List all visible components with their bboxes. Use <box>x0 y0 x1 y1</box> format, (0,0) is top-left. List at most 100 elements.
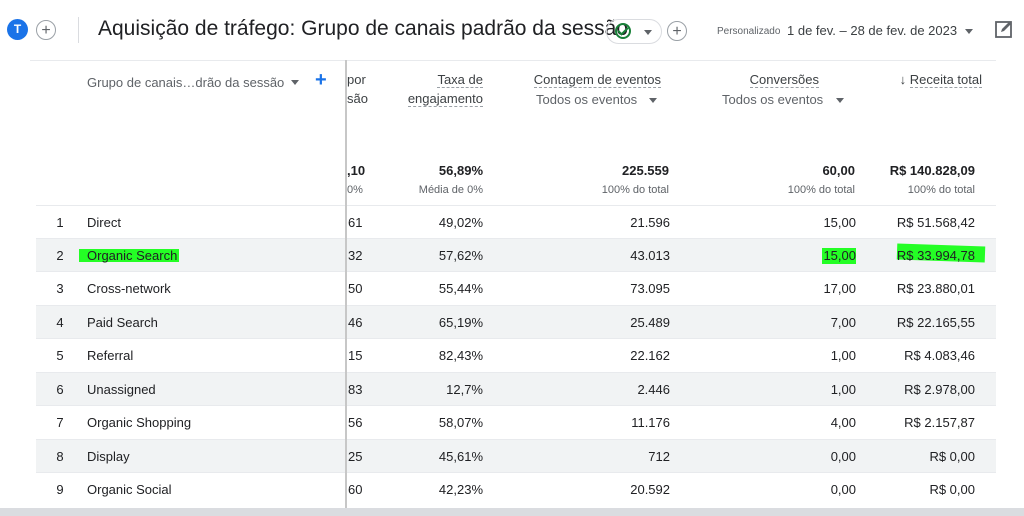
partial-value: 15 <box>348 348 363 363</box>
conversions: 7,00 <box>830 315 856 330</box>
partial-value: 25 <box>348 449 363 464</box>
total-revenue: R$ 51.568,42 <box>896 215 975 230</box>
row-number: 2 <box>56 248 64 263</box>
partial-column-header-line1: por <box>347 72 366 87</box>
event-count: 43.013 <box>630 248 670 263</box>
total-revenue: R$ 2.157,87 <box>904 415 975 430</box>
partial-value: 83 <box>348 382 363 397</box>
horizontal-scrollbar[interactable] <box>0 508 1024 516</box>
total-revenue: R$ 23.880,01 <box>896 281 975 296</box>
channel-name[interactable]: Direct <box>87 215 121 230</box>
report-header: T + Aquisição de tráfego: Grupo de canai… <box>0 0 1024 60</box>
engagement-rate: 82,43% <box>438 348 483 363</box>
event-count: 712 <box>648 449 670 464</box>
total-engagement-sub: Média de 0% <box>418 184 483 196</box>
event-count: 20.592 <box>630 482 670 497</box>
total-engagement: 56,89% <box>438 163 483 178</box>
highlight-mark <box>79 249 179 262</box>
engagement-rate: 58,07% <box>438 415 483 430</box>
engagement-rate: 55,44% <box>438 281 483 296</box>
table-row[interactable]: 5 Referral 15 82,43% 22.162 1,00 R$ 4.08… <box>36 338 996 371</box>
event-count: 21.596 <box>630 215 670 230</box>
channel-name[interactable]: Organic Shopping <box>87 415 192 430</box>
total-events: 225.559 <box>622 163 669 178</box>
conversions: 0,00 <box>830 482 856 497</box>
channel-name[interactable]: Cross-network <box>87 281 171 296</box>
total-conversions: 60,00 <box>822 163 855 178</box>
conversions: 0,00 <box>830 449 856 464</box>
add-filter-button[interactable]: + <box>667 21 687 41</box>
row-number: 3 <box>56 281 64 296</box>
date-range-picker[interactable]: 1 de fev. – 28 de fev. de 2023 <box>787 23 958 38</box>
divider <box>78 17 79 43</box>
partial-value: 61 <box>348 215 363 230</box>
engagement-rate: 57,62% <box>438 248 483 263</box>
row-number: 4 <box>56 315 64 330</box>
engagement-rate: 49,02% <box>438 215 483 230</box>
row-number: 9 <box>56 482 64 497</box>
row-number: 6 <box>56 382 64 397</box>
engagement-header-line1[interactable]: Taxa de <box>437 72 483 88</box>
conversions: 1,00 <box>830 348 856 363</box>
event-count: 25.489 <box>630 315 670 330</box>
row-number: 5 <box>56 348 64 363</box>
channel-name[interactable]: Organic Search <box>87 248 178 263</box>
conversions-filter-chevron-icon[interactable] <box>836 98 844 103</box>
events-header[interactable]: Contagem de eventos <box>533 72 661 88</box>
conversions: 15,00 <box>823 215 856 230</box>
conversions-filter[interactable]: Todos os eventos <box>722 92 824 107</box>
total-partial-sub: 0% <box>347 184 363 196</box>
date-chevron-down-icon[interactable] <box>965 29 973 34</box>
page-title: Aquisição de tráfego: Grupo de canais pa… <box>98 17 629 40</box>
table-row[interactable]: 7 Organic Shopping 56 58,07% 11.176 4,00… <box>36 405 996 438</box>
table-row[interactable]: 1 Direct 61 49,02% 21.596 15,00 R$ 51.56… <box>36 205 996 238</box>
channel-name[interactable]: Referral <box>87 348 134 363</box>
customize-report-icon[interactable] <box>994 19 1014 39</box>
total-revenue: R$ 0,00 <box>929 482 975 497</box>
total-partial: ,10 <box>347 163 366 178</box>
partial-value: 32 <box>348 248 363 263</box>
partial-value: 56 <box>348 415 363 430</box>
events-filter[interactable]: Todos os eventos <box>536 92 638 107</box>
data-quality-chip[interactable] <box>606 19 662 44</box>
table-row[interactable]: 4 Paid Search 46 65,19% 25.489 7,00 R$ 2… <box>36 305 996 338</box>
sort-descending-icon: ↓ <box>899 72 907 87</box>
total-revenue: R$ 22.165,55 <box>896 315 975 330</box>
conversions-header[interactable]: Conversões <box>749 72 819 88</box>
total-conversions-sub: 100% do total <box>787 184 855 196</box>
frozen-column-divider[interactable] <box>345 60 347 516</box>
add-comparison-button[interactable]: + <box>36 20 56 40</box>
highlight-mark <box>822 248 856 264</box>
event-count: 11.176 <box>631 415 670 430</box>
engagement-rate: 12,7% <box>446 382 483 397</box>
user-avatar[interactable]: T <box>7 19 28 40</box>
conversions: 1,00 <box>830 382 856 397</box>
total-revenue: R$ 0,00 <box>929 449 975 464</box>
total-revenue: R$ 4.083,46 <box>904 348 975 363</box>
channel-name[interactable]: Unassigned <box>87 382 156 397</box>
dimension-chevron-down-icon[interactable] <box>291 80 299 85</box>
partial-value: 50 <box>348 281 363 296</box>
table-row[interactable]: 9 Organic Social 60 42,23% 20.592 0,00 R… <box>36 472 996 505</box>
conversions: 4,00 <box>830 415 856 430</box>
channel-name[interactable]: Paid Search <box>87 315 158 330</box>
partial-column-header-line2: são <box>347 91 368 106</box>
table-row[interactable]: 2 Organic Search 32 57,62% 43.013 15,00 … <box>36 238 996 271</box>
event-count: 22.162 <box>630 348 670 363</box>
engagement-header-line2[interactable]: engajamento <box>407 91 483 107</box>
table-row[interactable]: 6 Unassigned 83 12,7% 2.446 1,00 R$ 2.97… <box>36 372 996 405</box>
check-circle-icon <box>615 23 631 39</box>
channel-name[interactable]: Display <box>87 449 130 464</box>
events-filter-chevron-icon[interactable] <box>649 98 657 103</box>
add-dimension-button[interactable]: + <box>315 69 327 91</box>
engagement-rate: 45,61% <box>438 449 483 464</box>
table-row[interactable]: 3 Cross-network 50 55,44% 73.095 17,00 R… <box>36 271 996 304</box>
table-row[interactable]: 8 Display 25 45,61% 712 0,00 R$ 0,00 <box>36 439 996 472</box>
event-count: 2.446 <box>637 382 670 397</box>
row-number: 8 <box>56 449 64 464</box>
revenue-header[interactable]: ↓ Receita total <box>899 72 982 88</box>
channel-name[interactable]: Organic Social <box>87 482 172 497</box>
row-number: 7 <box>56 415 64 430</box>
partial-value: 60 <box>348 482 363 497</box>
dimension-header[interactable]: Grupo de canais…drão da sessão <box>87 75 285 90</box>
